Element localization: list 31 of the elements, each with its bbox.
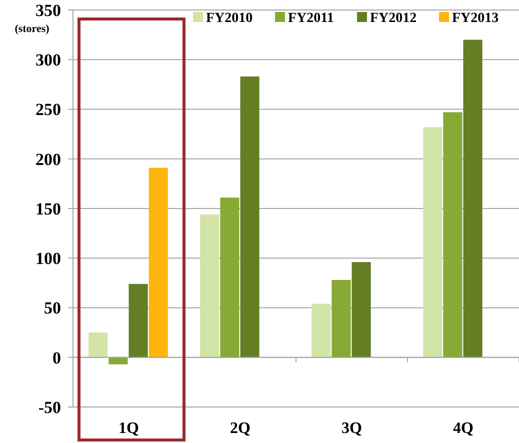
y-tick-label: 150 [36,199,61,218]
x-tick-label: 3Q [342,420,362,437]
bar [128,284,148,358]
y-tick-label: 200 [36,150,61,169]
y-tick-label: -50 [38,398,61,417]
legend-label: FY2013 [452,11,499,26]
bar [108,357,128,364]
bar [443,112,462,358]
x-tick-label: 1Q [118,420,139,437]
legend-label: FY2012 [370,11,417,26]
bar [200,214,220,358]
y-tick-label: 0 [52,348,61,368]
x-tick-label: 4Q [453,420,474,437]
bar [463,40,482,358]
y-tick-label: 250 [36,100,61,120]
bar [332,280,351,358]
bar [240,76,260,358]
y-tick-label: 300 [36,50,61,70]
bar [88,332,108,358]
x-tick-label: 2Q [230,420,250,437]
bar [220,198,240,358]
y-tick-label: 100 [36,249,61,268]
bar [352,262,371,358]
y-tick-label: 50 [44,298,61,318]
bar [148,168,168,358]
legend-label: FY2011 [288,11,334,26]
bar [423,127,442,358]
legend-label: FY2010 [206,11,253,26]
y-tick-label: 350 [36,0,61,20]
y-axis-title: (stores) [14,23,50,35]
bar [312,304,331,358]
